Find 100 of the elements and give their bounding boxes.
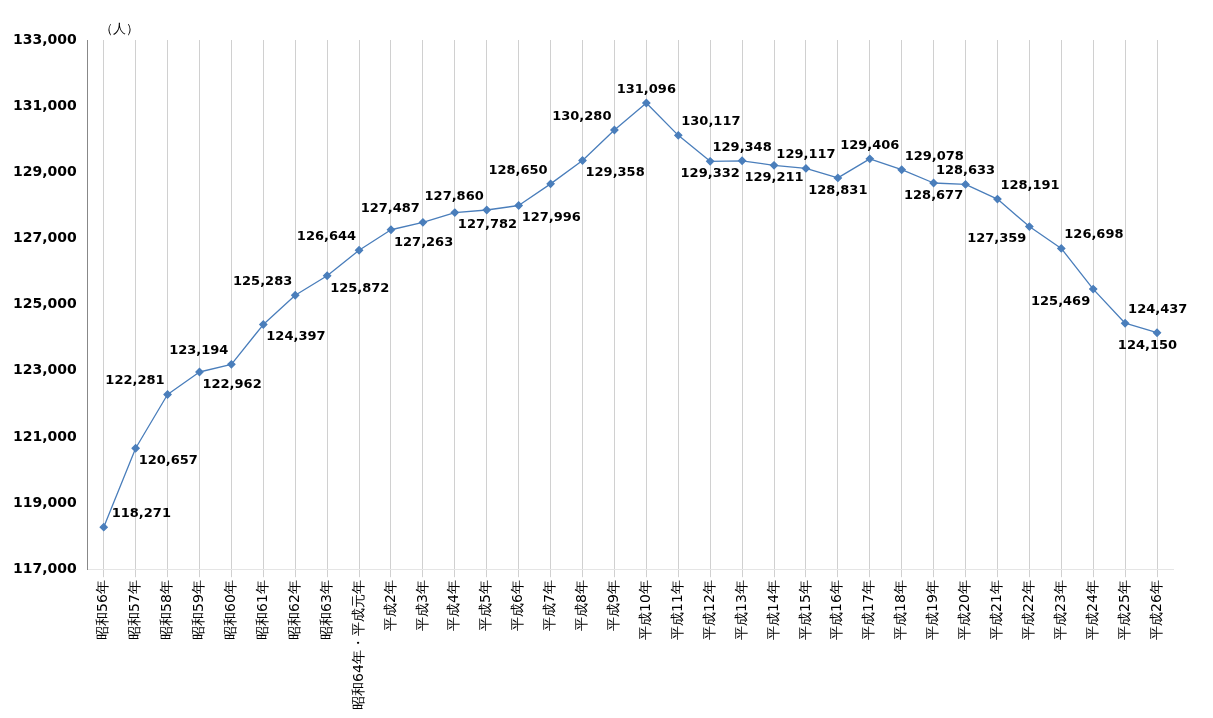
point [546,179,555,189]
point [833,173,842,183]
x-tick-label: 平成20年 [956,580,973,641]
point [801,164,811,173]
point [706,157,715,166]
point [1057,244,1066,253]
data-label: 128,191 [1000,176,1060,192]
data-label: 127,996 [521,209,581,225]
point [450,208,459,217]
data-label: 125,872 [330,279,390,295]
x-tick-label: 昭和56年 [94,580,111,641]
point [323,271,332,280]
y-tick-label: 121,000 [13,427,78,444]
point [386,225,396,234]
data-label: 127,782 [457,216,518,232]
x-tick-label: 昭和57年 [126,580,143,641]
point [291,291,300,300]
point [259,320,268,329]
data-label: 129,406 [840,136,900,152]
data-label: 125,469 [1030,292,1091,308]
data-label: 122,281 [105,372,165,388]
y-tick-label: 117,000 [13,559,78,576]
point [769,161,779,170]
x-tick-label: 昭和60年 [222,580,239,641]
x-tick-label: 昭和62年 [285,580,302,641]
point [99,523,108,532]
data-label: 118,271 [111,505,171,521]
x-tick-label: 平成22年 [1020,580,1037,641]
data-label: 124,397 [266,328,326,344]
x-tick-label: 平成21年 [988,580,1005,641]
data-label: 129,348 [712,138,772,154]
data-label: 129,078 [904,147,964,163]
point [1089,284,1098,294]
data-label: 128,831 [808,181,868,197]
x-tick-label: 平成9年 [605,580,622,632]
y-axis-title: （人） [100,20,139,38]
x-tick-label: 平成17年 [860,580,877,641]
x-tick-label: 平成26年 [1147,580,1164,641]
x-tick-label: 平成16年 [828,580,845,641]
x-tick-label: 昭和61年 [253,580,270,641]
data-label: 127,487 [360,200,420,216]
x-tick-label: 平成23年 [1051,580,1068,641]
point [961,180,970,189]
point [482,205,491,215]
x-tick-label: 平成12年 [700,580,717,641]
x-tick-label: 平成18年 [892,580,909,641]
point [897,165,906,174]
data-label: 124,437 [1128,301,1188,317]
data-label: 120,657 [138,452,198,468]
x-tick-label: 平成5年 [477,580,494,632]
data-label: 126,644 [296,228,357,244]
y-tick-label: 133,000 [13,30,78,47]
point [929,178,938,188]
x-tick-label: 昭和64年・平成元年 [349,580,366,711]
data-label: 129,211 [744,169,804,185]
data-label: 129,117 [776,146,836,162]
x-tick-label: 平成15年 [796,580,813,641]
x-tick-label: 平成13年 [732,580,749,641]
x-tick-label: 平成3年 [413,580,430,632]
point [610,125,619,135]
point [163,390,172,399]
point [1152,328,1162,337]
data-label: 122,962 [202,375,262,391]
x-tick-label: 平成2年 [381,580,398,632]
point [642,98,651,108]
x-tick-label: 平成10年 [636,580,653,641]
data-label: 130,117 [681,113,741,129]
x-tick-label: 平成7年 [541,580,558,632]
x-tick-label: 昭和58年 [158,580,175,641]
point [354,246,364,255]
data-label: 127,263 [393,233,454,249]
point [993,194,1002,204]
data-label: 128,677 [904,186,964,202]
data-label: 128,650 [488,161,548,177]
x-tick-label: 平成24年 [1083,580,1100,641]
data-label: 126,698 [1064,226,1124,242]
point [227,360,236,369]
point [865,154,874,164]
data-label: 128,633 [935,162,996,178]
y-tick-label: 131,000 [13,96,78,113]
y-tick-label: 119,000 [13,493,78,510]
x-tick-label: 平成11年 [668,580,685,641]
point [674,131,683,140]
point [1025,222,1034,231]
y-tick-label: 123,000 [13,361,78,378]
data-label: 127,860 [424,187,484,203]
data-label: 125,283 [233,273,293,289]
data-label: 131,096 [616,80,676,96]
data-label: 123,194 [169,342,229,358]
y-tick-label: 127,000 [13,229,78,246]
point [578,156,587,165]
data-label: 127,359 [967,230,1027,246]
data-label: 124,150 [1117,336,1178,352]
x-tick-label: 平成25年 [1115,580,1132,641]
data-label: 129,332 [680,165,740,181]
point [418,218,428,227]
point [1120,319,1130,328]
data-label: 129,358 [585,164,645,180]
x-tick-label: 平成4年 [445,580,462,632]
x-tick-label: 昭和59年 [190,580,207,641]
